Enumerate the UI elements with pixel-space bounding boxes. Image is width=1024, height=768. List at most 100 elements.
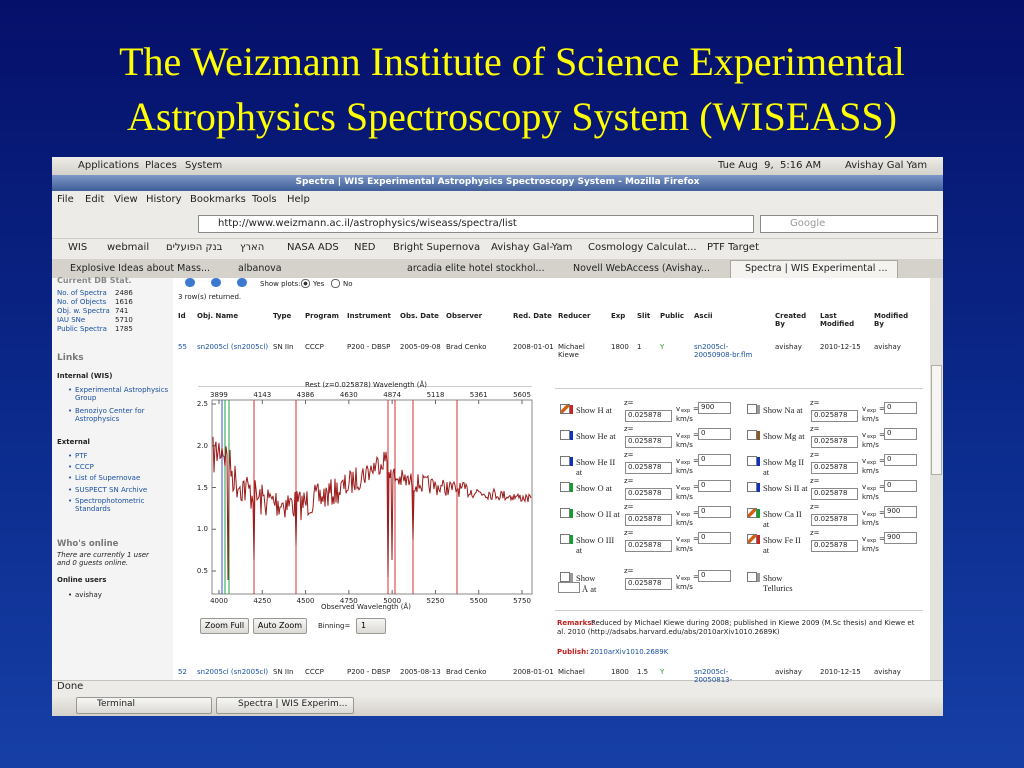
- z-input[interactable]: 0.025878: [811, 514, 858, 526]
- checkbox[interactable]: [560, 430, 570, 440]
- checkbox[interactable]: [560, 534, 570, 544]
- v-input[interactable]: 900: [884, 532, 917, 544]
- radio[interactable]: [331, 279, 340, 288]
- menu-item[interactable]: Help: [287, 194, 310, 205]
- stat-label[interactable]: No. of Objects: [57, 298, 107, 306]
- v-input[interactable]: 900: [884, 506, 917, 518]
- panel-menu[interactable]: Places: [145, 160, 177, 171]
- sidebar-link[interactable]: Benoziyo Center for Astrophysics: [68, 407, 170, 423]
- scroll-thumb[interactable]: [931, 365, 942, 475]
- sidebar-link[interactable]: Experimental Astrophysics Group: [68, 386, 170, 402]
- tab[interactable]: Explosive Ideas about Mass...: [70, 263, 211, 274]
- checkbox[interactable]: [747, 456, 757, 466]
- v-input[interactable]: 0: [698, 532, 731, 544]
- checkbox[interactable]: [747, 508, 757, 518]
- v-input[interactable]: 0: [884, 402, 917, 414]
- table-cell[interactable]: sn2005cl-20050813-: [694, 668, 733, 684]
- checkbox[interactable]: [560, 456, 570, 466]
- z-input[interactable]: 0.025878: [811, 540, 858, 552]
- menu-item[interactable]: History: [146, 194, 182, 205]
- column-header[interactable]: Reducer: [558, 312, 591, 320]
- column-header[interactable]: Created By: [775, 312, 807, 328]
- column-header[interactable]: Slit: [637, 312, 651, 320]
- v-input[interactable]: 0: [698, 454, 731, 466]
- binning-select[interactable]: 1: [356, 618, 386, 634]
- panel-menu[interactable]: System: [185, 160, 223, 171]
- column-header[interactable]: Obs. Date: [400, 312, 439, 320]
- z-input[interactable]: 0.025878: [625, 578, 672, 590]
- v-input[interactable]: 0: [884, 454, 917, 466]
- menu-item[interactable]: Tools: [252, 194, 277, 205]
- plot-control-icon[interactable]: [237, 278, 247, 287]
- checkbox[interactable]: [747, 482, 757, 492]
- column-header[interactable]: Ascii: [694, 312, 713, 320]
- auto-zoom-button[interactable]: Auto Zoom: [253, 618, 307, 634]
- z-input[interactable]: 0.025878: [625, 514, 672, 526]
- menu-item[interactable]: View: [114, 194, 138, 205]
- z-input[interactable]: 0.025878: [625, 436, 672, 448]
- z-input[interactable]: 0.025878: [811, 436, 858, 448]
- stat-label[interactable]: IAU SNe: [57, 316, 86, 324]
- taskbar-label[interactable]: Terminal: [97, 699, 136, 709]
- search-box[interactable]: [760, 215, 938, 233]
- active-tab[interactable]: [730, 260, 898, 278]
- checkbox[interactable]: [560, 482, 570, 492]
- stat-label[interactable]: Public Spectra: [57, 325, 107, 333]
- tab[interactable]: arcadia elite hotel stockhol...: [407, 263, 545, 274]
- sidebar-link[interactable]: Spectrophotometric Standards: [68, 497, 165, 513]
- v-input[interactable]: 0: [698, 428, 731, 440]
- table-cell[interactable]: sn2005cl (sn2005cl): [197, 343, 269, 351]
- z-input[interactable]: 0.025878: [811, 462, 858, 474]
- checkbox[interactable]: [560, 572, 570, 582]
- bookmark[interactable]: בנק הפועלים: [166, 242, 223, 253]
- table-cell[interactable]: sn2005cl-20050908-br.flm: [694, 343, 753, 359]
- checkbox[interactable]: [560, 404, 570, 414]
- bookmark[interactable]: NASA ADS: [287, 242, 339, 253]
- column-header[interactable]: Id: [178, 312, 186, 320]
- plot-control-icon[interactable]: [211, 278, 221, 287]
- tab[interactable]: Spectra | WIS Experimental ...: [745, 263, 888, 274]
- v-input[interactable]: 0: [884, 480, 917, 492]
- bookmark[interactable]: webmail: [107, 242, 150, 253]
- v-input[interactable]: 900: [698, 402, 731, 414]
- sidebar-link[interactable]: CCCP: [68, 463, 165, 471]
- zoom-full-button[interactable]: Zoom Full: [200, 618, 249, 634]
- v-input[interactable]: 0: [698, 506, 731, 518]
- column-header[interactable]: Modified By: [874, 312, 909, 328]
- z-input[interactable]: 0.025878: [625, 488, 672, 500]
- column-header[interactable]: Type: [273, 312, 292, 320]
- panel-user[interactable]: Avishay Gal Yam: [845, 160, 928, 171]
- plot-control-icon[interactable]: [185, 278, 195, 287]
- bookmark[interactable]: הארץ: [240, 242, 265, 253]
- bookmark[interactable]: Avishay Gal-Yam: [491, 242, 573, 253]
- column-header[interactable]: Red. Date: [513, 312, 552, 320]
- stat-label[interactable]: No. of Spectra: [57, 289, 107, 297]
- checkbox[interactable]: [747, 572, 757, 582]
- bookmark[interactable]: PTF Target: [707, 242, 760, 253]
- checkbox[interactable]: [747, 430, 757, 440]
- sidebar-link[interactable]: SUSPECT SN Archive: [68, 486, 165, 494]
- menu-item[interactable]: Bookmarks: [190, 194, 246, 205]
- column-header[interactable]: Obj. Name: [197, 312, 239, 320]
- column-header[interactable]: Exp: [611, 312, 626, 320]
- sidebar-link[interactable]: List of Supernovae: [68, 474, 165, 482]
- menu-item[interactable]: Edit: [85, 194, 105, 205]
- checkbox[interactable]: [747, 534, 757, 544]
- table-cell[interactable]: 52: [178, 668, 187, 676]
- checkbox[interactable]: [560, 508, 570, 518]
- column-header[interactable]: Public: [660, 312, 685, 320]
- bookmark[interactable]: NED: [354, 242, 376, 253]
- taskbar-label[interactable]: Spectra | WIS Experim...: [238, 699, 348, 709]
- column-header[interactable]: Instrument: [347, 312, 391, 320]
- v-input[interactable]: 0: [698, 570, 731, 582]
- menu-item[interactable]: File: [57, 194, 74, 205]
- bookmark[interactable]: Bright Supernova: [393, 242, 481, 253]
- column-header[interactable]: Observer: [446, 312, 483, 320]
- z-input[interactable]: 0.025878: [625, 540, 672, 552]
- column-header[interactable]: Program: [305, 312, 339, 320]
- bookmark[interactable]: WIS: [68, 242, 88, 253]
- taskbar-terminal[interactable]: [76, 697, 212, 714]
- z-input[interactable]: 0.025878: [625, 410, 672, 422]
- checkbox[interactable]: [747, 404, 757, 414]
- z-input[interactable]: 0.025878: [625, 462, 672, 474]
